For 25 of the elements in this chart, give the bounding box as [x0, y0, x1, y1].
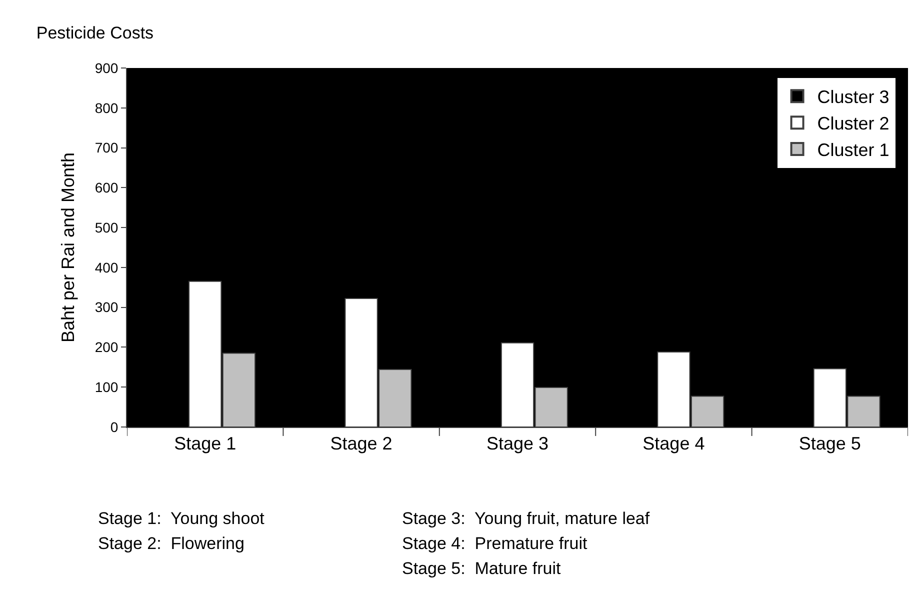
legend-label: Cluster 1	[817, 140, 890, 160]
text: Stage 4: Premature fruit	[402, 534, 588, 553]
y-tick-label: 0	[110, 418, 118, 435]
y-tick-label: 700	[94, 140, 118, 156]
x-tick-label: Stage 3	[486, 434, 549, 454]
y-tick-label: 500	[94, 219, 118, 236]
x-tick-label: Stage 2	[330, 434, 392, 454]
x-tick-label: Stage 1	[174, 434, 236, 454]
x-tick-label: Stage 4	[642, 434, 705, 454]
text: Stage 3: Young fruit, mature leaf	[402, 509, 650, 528]
y-tick-label: 100	[94, 379, 118, 396]
y-tick-label: 800	[94, 100, 118, 116]
y-tick-label: 900	[94, 60, 118, 76]
y-tick-label: 200	[94, 339, 118, 356]
text: Stage 1: Young shoot	[98, 509, 265, 528]
x-tick-label: Stage 5	[798, 434, 861, 454]
legend-label: Cluster 3	[817, 87, 890, 108]
y-axis-title: Baht per Rai and Month	[58, 152, 78, 343]
y-tick-label: 600	[94, 180, 118, 196]
legend-label: Cluster 2	[817, 114, 890, 134]
text: Stage 5: Mature fruit	[402, 559, 562, 578]
text: Stage 2: Flowering	[98, 534, 244, 553]
y-tick-label: 300	[94, 299, 118, 316]
y-tick-label: 400	[94, 259, 118, 276]
chart-title: Pesticide Costs	[36, 24, 154, 43]
